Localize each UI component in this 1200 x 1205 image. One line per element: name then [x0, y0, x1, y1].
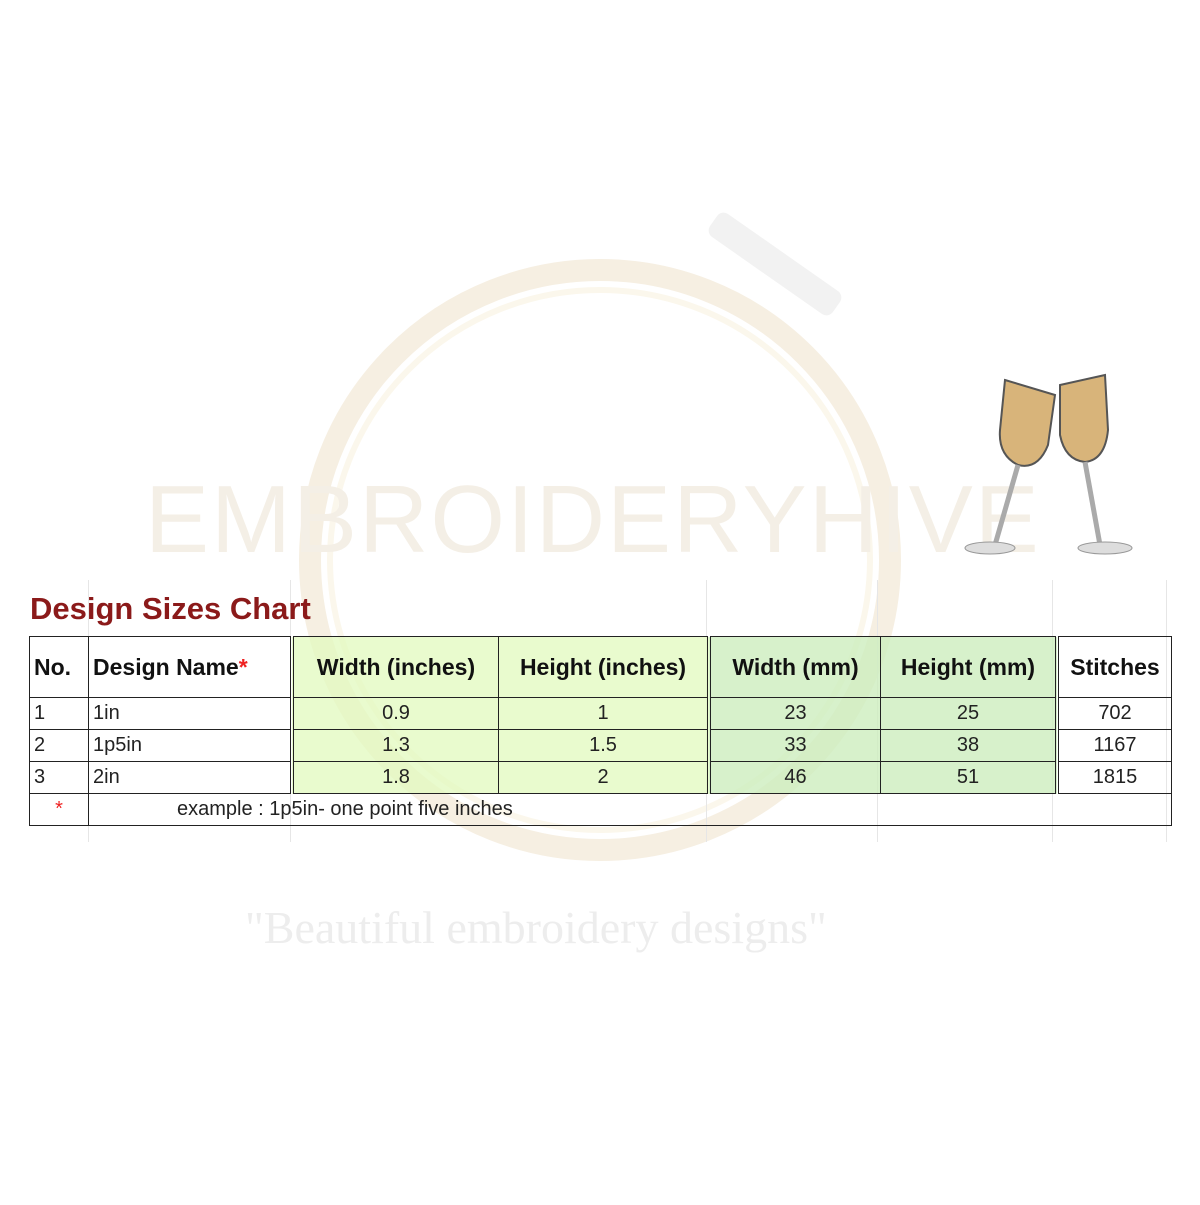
cell-width-inches: 0.9 — [290, 697, 499, 730]
header-height-mm: Height (mm) — [880, 636, 1058, 698]
watermark-tagline: "Beautiful embroidery designs" — [245, 902, 827, 953]
header-row: No. Design Name* Width (inches) Height (… — [29, 636, 1172, 698]
cell-width-inches: 1.3 — [290, 729, 499, 762]
table-row: 1 1in 0.9 1 23 25 702 — [29, 697, 1172, 730]
cell-stitches: 702 — [1055, 697, 1172, 730]
footnote-row: * example : 1p5in- one point five inches — [29, 793, 1172, 826]
cell-width-inches: 1.8 — [290, 761, 499, 794]
cell-height-mm: 51 — [880, 761, 1058, 794]
cell-height-inches: 1.5 — [498, 729, 710, 762]
cell-stitches: 1815 — [1055, 761, 1172, 794]
design-sizes-table: No. Design Name* Width (inches) Height (… — [29, 636, 1172, 826]
footnote-marker: * — [29, 793, 89, 826]
cell-no: 1 — [29, 697, 89, 730]
cell-height-inches: 2 — [498, 761, 710, 794]
header-design-name-label: Design Name — [93, 653, 239, 680]
cell-height-mm: 38 — [880, 729, 1058, 762]
header-design-name: Design Name* — [88, 636, 293, 698]
watermark-brand: EMBROIDERYHIVE — [145, 466, 1041, 573]
cell-height-inches: 1 — [498, 697, 710, 730]
cell-design-name: 1p5in — [88, 729, 293, 762]
cell-design-name: 2in — [88, 761, 293, 794]
cell-height-mm: 25 — [880, 697, 1058, 730]
cell-width-mm: 33 — [707, 729, 881, 762]
cell-design-name: 1in — [88, 697, 293, 730]
header-width-inches: Width (inches) — [290, 636, 499, 698]
header-width-mm: Width (mm) — [707, 636, 881, 698]
table-row: 3 2in 1.8 2 46 51 1815 — [29, 761, 1172, 794]
cell-no: 2 — [29, 729, 89, 762]
header-no: No. — [29, 636, 89, 698]
header-stitches: Stitches — [1055, 636, 1172, 698]
table-row: 2 1p5in 1.3 1.5 33 38 1167 — [29, 729, 1172, 762]
chart-title: Design Sizes Chart — [30, 591, 311, 626]
header-height-inches: Height (inches) — [498, 636, 710, 698]
cell-no: 3 — [29, 761, 89, 794]
champagne-glasses-icon — [964, 373, 1133, 555]
footnote-text: example : 1p5in- one point five inches — [88, 793, 1172, 826]
cell-width-mm: 23 — [707, 697, 881, 730]
cell-width-mm: 46 — [707, 761, 881, 794]
cell-stitches: 1167 — [1055, 729, 1172, 762]
asterisk: * — [238, 653, 248, 680]
